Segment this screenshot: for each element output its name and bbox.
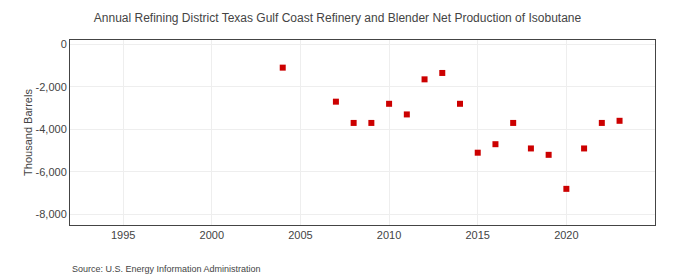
svg-text:2020: 2020 <box>554 229 578 241</box>
svg-text:-8,000: -8,000 <box>36 208 67 220</box>
svg-text:2000: 2000 <box>200 229 224 241</box>
svg-text:2015: 2015 <box>465 229 489 241</box>
svg-text:-4,000: -4,000 <box>36 123 67 135</box>
svg-text:0: 0 <box>61 38 67 50</box>
svg-text:Thousand Barrels: Thousand Barrels <box>22 89 34 176</box>
svg-text:Source: U.S. Energy Informatio: Source: U.S. Energy Information Administ… <box>72 264 261 274</box>
svg-text:-6,000: -6,000 <box>36 166 67 178</box>
svg-text:1995: 1995 <box>111 229 135 241</box>
svg-text:2010: 2010 <box>377 229 401 241</box>
svg-text:Annual Refining District Texas: Annual Refining District Texas Gulf Coas… <box>94 11 582 25</box>
svg-text:2005: 2005 <box>288 229 312 241</box>
svg-text:-2,000: -2,000 <box>36 81 67 93</box>
